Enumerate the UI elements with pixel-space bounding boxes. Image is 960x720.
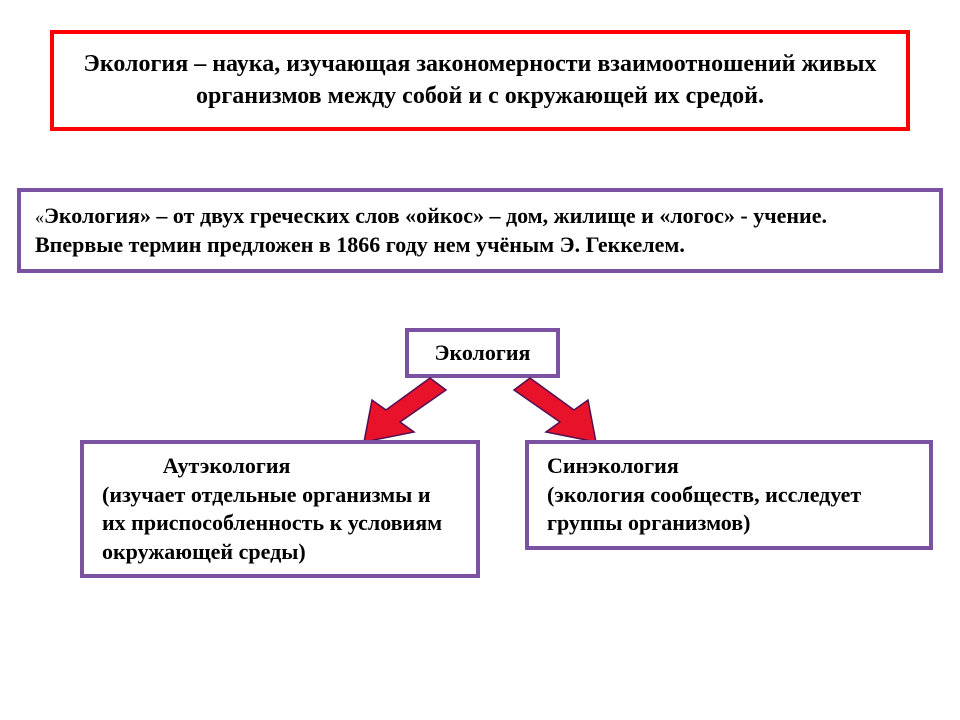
synecology-body: (экология сообществ, исследует группы ор… [547,482,861,536]
arrow-shape [364,378,446,442]
arrow-left-icon [350,370,450,450]
autecology-node: Аутэкология (изучает отдельные организмы… [80,440,480,578]
autecology-body: (изучает отдельные организмы и их приспо… [102,482,442,564]
arrow-right-icon [510,370,610,450]
arrow-polygon [364,378,446,442]
etymology-box: «Экология» – от двух греческих слов «ойк… [17,188,943,273]
etymology-line2: Впервые термин предложен в 1866 году нем… [35,231,925,260]
arrow-polygon [514,378,596,442]
definition-box: Экология – наука, изучающая закономернос… [50,30,910,131]
synecology-node: Синэкология (экология сообществ, исследу… [525,440,933,550]
etymology-line1-text: Экология» – от двух греческих слов «ойко… [44,203,827,228]
arrow-shape [514,378,596,442]
etymology-line1: «Экология» – от двух греческих слов «ойк… [35,202,925,231]
autecology-title: Аутэкология [102,452,351,481]
etymology-lead: « [35,207,44,227]
synecology-title: Синэкология [547,452,911,481]
